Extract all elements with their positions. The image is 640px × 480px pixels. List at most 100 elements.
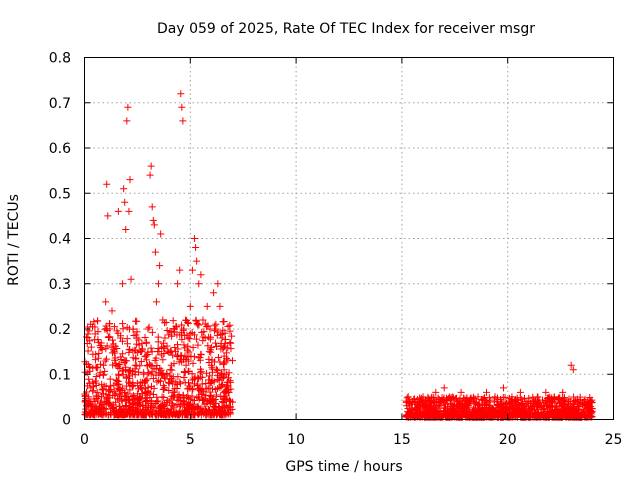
data-point: [102, 298, 110, 306]
data-point: [125, 372, 133, 380]
data-point: [204, 410, 212, 418]
data-point: [154, 345, 162, 353]
data-point: [184, 357, 192, 365]
data-point: [121, 389, 129, 397]
data-point: [497, 395, 505, 403]
data-point: [129, 347, 137, 355]
data-point: [491, 411, 499, 419]
data-point: [184, 342, 192, 350]
data-point: [108, 307, 116, 315]
data-point: [574, 397, 582, 405]
data-point: [141, 334, 149, 342]
data-point: [152, 298, 160, 306]
data-point: [92, 377, 100, 385]
data-point: [174, 280, 182, 288]
data-point: [132, 354, 140, 362]
data-point: [404, 405, 412, 413]
x-tick-label: 15: [393, 432, 411, 448]
data-point: [101, 367, 109, 375]
data-point: [180, 394, 188, 402]
data-point: [192, 244, 200, 252]
data-point: [183, 411, 191, 419]
data-point: [192, 316, 200, 324]
data-point: [102, 345, 110, 353]
data-point: [168, 411, 176, 419]
data-point: [519, 412, 527, 420]
data-point: [569, 366, 577, 374]
data-point: [217, 392, 225, 400]
data-point: [126, 176, 134, 184]
data-point: [85, 375, 93, 383]
data-point: [123, 340, 131, 348]
data-point: [206, 335, 214, 343]
data-point: [174, 373, 182, 381]
data-point: [475, 407, 483, 415]
data-point: [564, 398, 572, 406]
data-point: [202, 391, 210, 399]
data-point: [182, 403, 190, 411]
data-point: [431, 398, 439, 406]
data-point: [530, 402, 538, 410]
data-point: [439, 398, 447, 406]
data-point: [215, 376, 223, 384]
data-point: [227, 397, 235, 405]
data-point: [466, 397, 474, 405]
data-point: [135, 336, 143, 344]
data-point: [100, 361, 108, 369]
x-tick-label: 5: [186, 432, 195, 448]
data-point: [130, 331, 138, 339]
data-point: [106, 325, 114, 333]
data-point: [100, 382, 108, 390]
data-point: [186, 335, 194, 343]
data-point: [148, 382, 156, 390]
data-point: [178, 103, 186, 111]
data-point: [95, 350, 103, 358]
data-point: [105, 386, 113, 394]
data-point: [435, 396, 443, 404]
data-point: [120, 411, 128, 419]
data-point: [190, 353, 198, 361]
data-point: [137, 378, 145, 386]
data-point: [123, 382, 131, 390]
y-tick-label: 0.4: [49, 232, 71, 248]
data-point: [214, 280, 222, 288]
data-point: [221, 395, 229, 403]
data-point: [498, 399, 506, 407]
data-point: [119, 280, 127, 288]
data-point: [144, 325, 152, 333]
data-point: [457, 388, 465, 396]
data-point: [415, 410, 423, 418]
data-point: [143, 375, 151, 383]
data-point: [165, 349, 173, 357]
data-point: [216, 411, 224, 419]
data-point: [155, 280, 163, 288]
data-point: [87, 343, 95, 351]
data-point: [94, 364, 102, 372]
data-point: [570, 400, 578, 408]
data-point: [133, 362, 141, 370]
data-point: [149, 390, 157, 398]
data-point: [224, 322, 232, 330]
data-point: [425, 405, 433, 413]
data-point: [158, 343, 166, 351]
data-point: [196, 386, 204, 394]
data-point: [170, 404, 178, 412]
data-point: [492, 408, 500, 416]
data-point: [160, 394, 168, 402]
data-point: [140, 370, 148, 378]
data-point: [196, 354, 204, 362]
data-point: [146, 171, 154, 179]
data-point: [95, 402, 103, 410]
data-point: [425, 411, 433, 419]
data-point: [124, 390, 132, 398]
data-point: [472, 399, 480, 407]
data-point: [226, 339, 234, 347]
data-point: [491, 393, 499, 401]
data-point: [516, 388, 524, 396]
data-point: [506, 400, 514, 408]
data-point: [99, 400, 107, 408]
data-point: [92, 403, 100, 411]
x-tick-label: 20: [499, 432, 517, 448]
data-point: [161, 334, 169, 342]
data-point: [185, 348, 193, 356]
